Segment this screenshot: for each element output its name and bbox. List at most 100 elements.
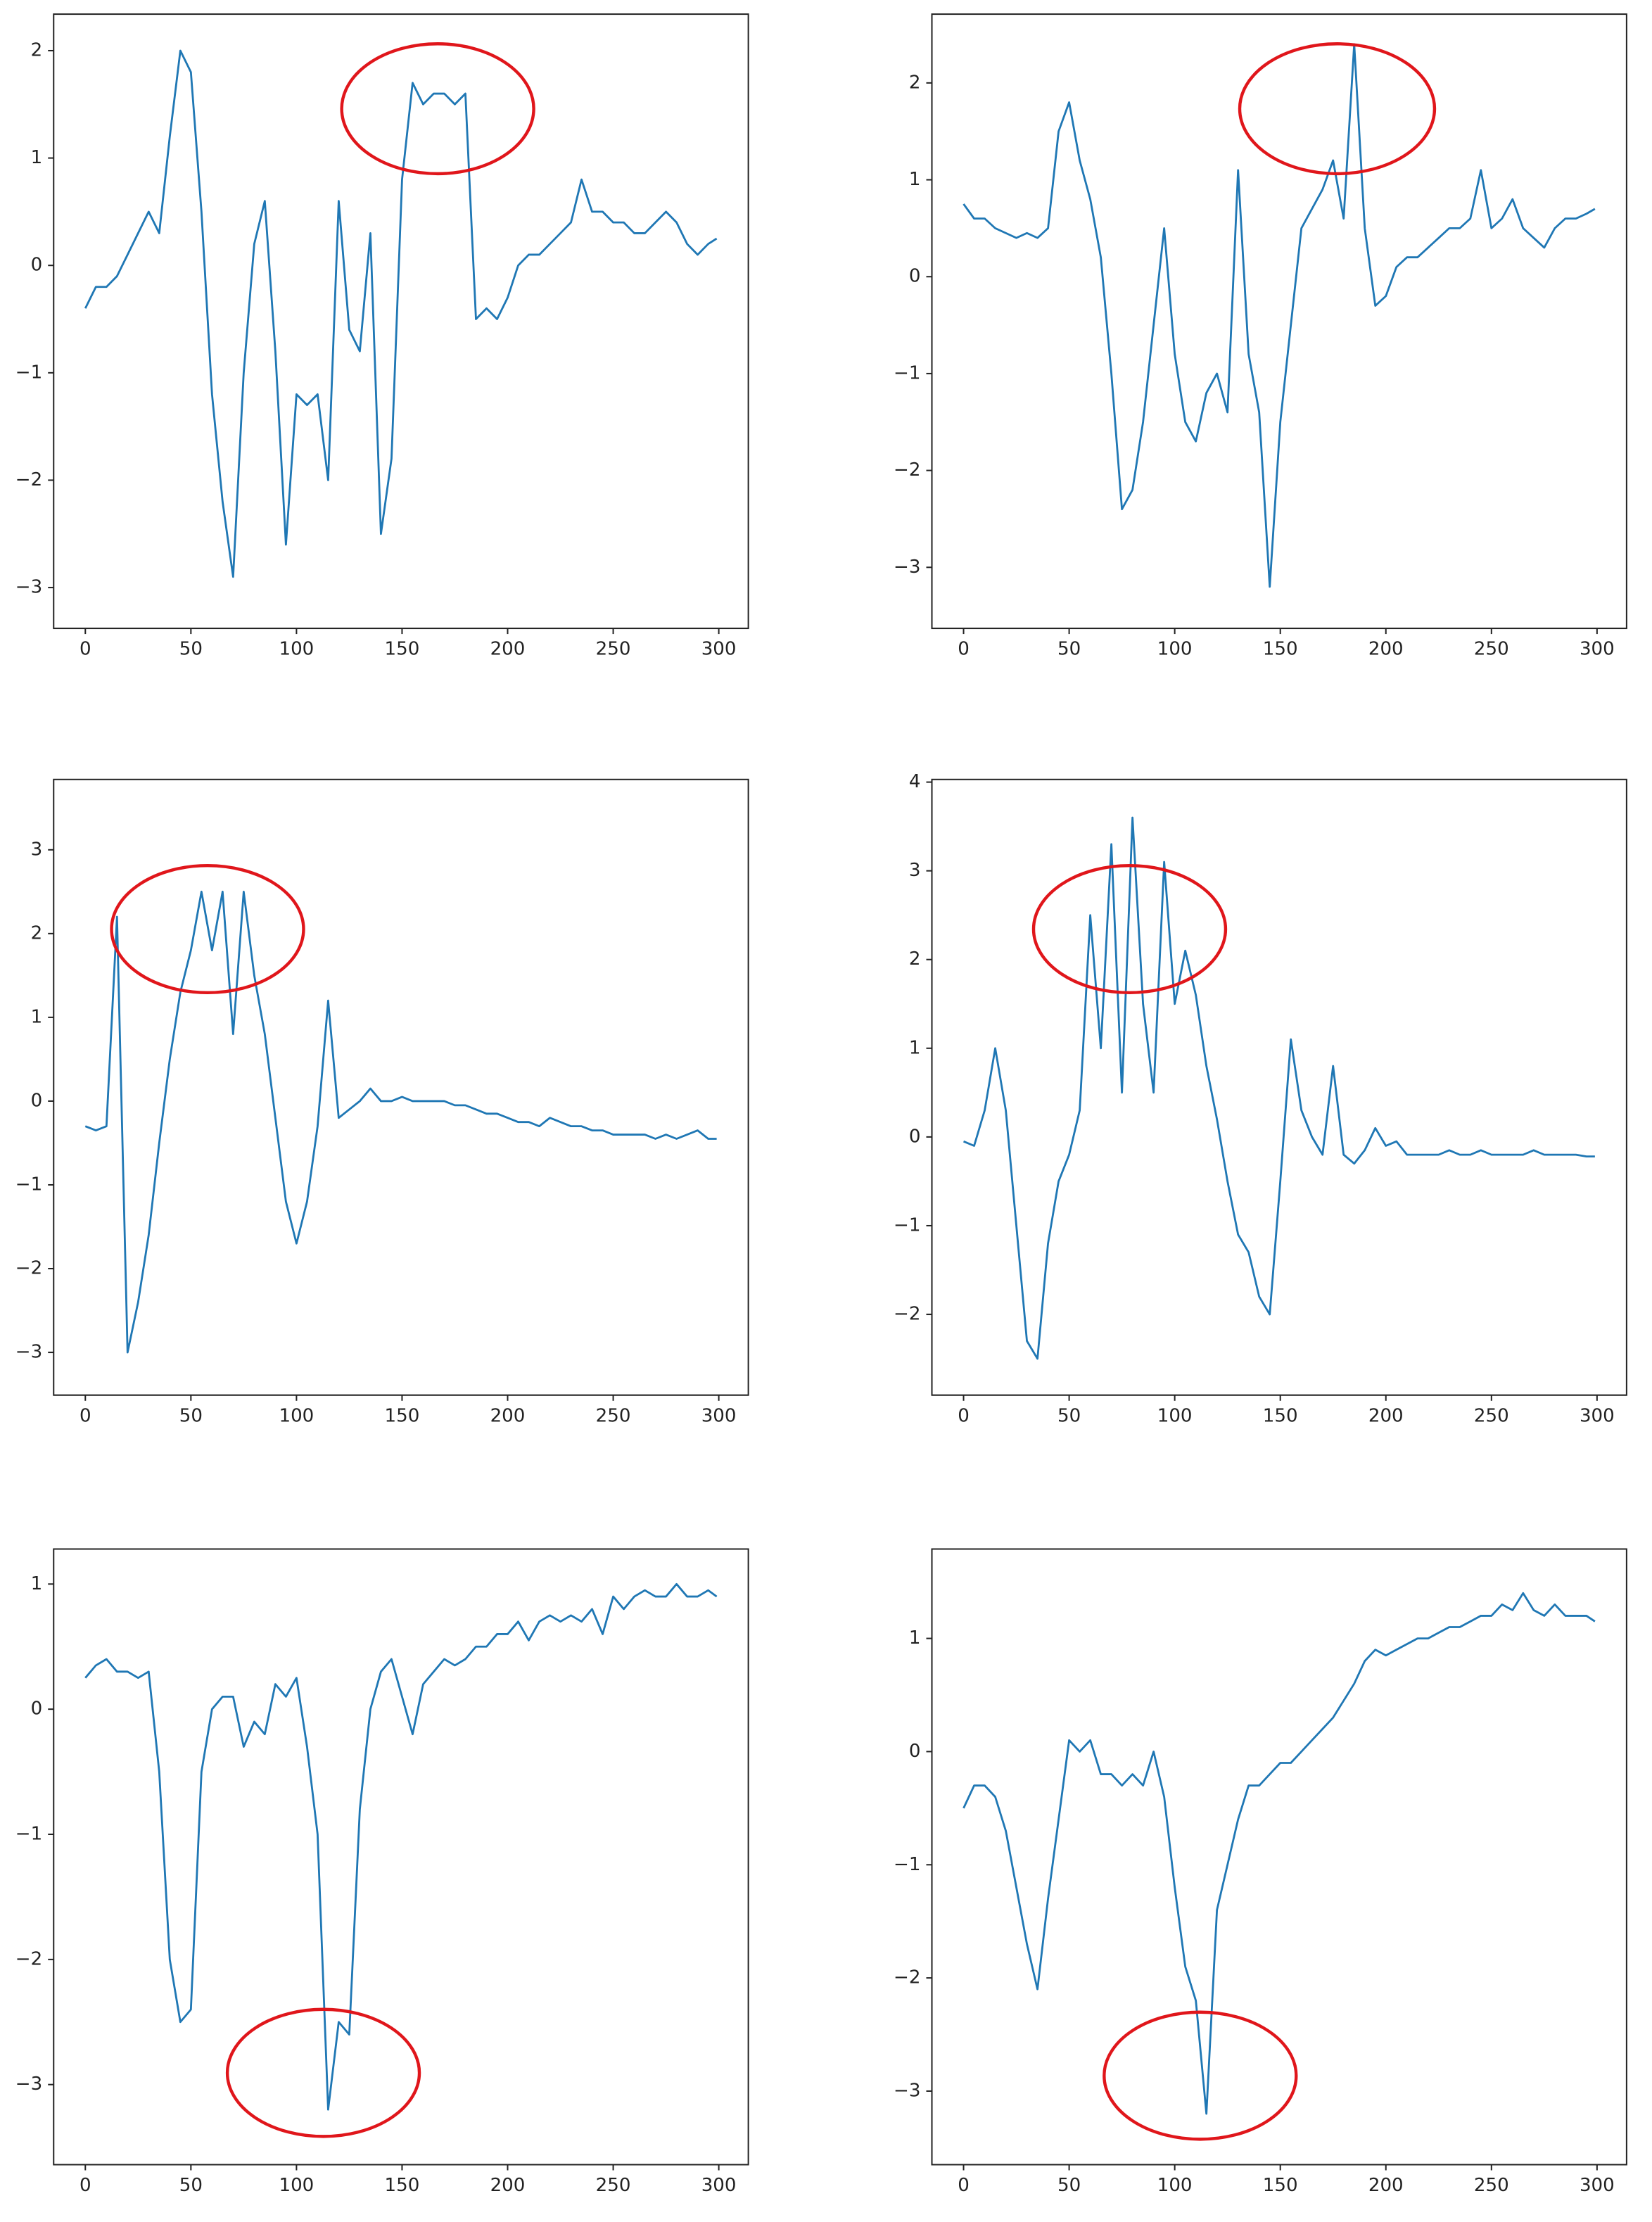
y-tick-label: 1	[31, 1573, 43, 1594]
highlight-ellipse	[1103, 2010, 1298, 2141]
data-line	[84, 1582, 718, 2111]
x-tick-label: 300	[1580, 639, 1615, 660]
y-tick-label: 2	[31, 39, 43, 61]
y-tick-label: −3	[15, 577, 42, 598]
y-tick-label: 4	[909, 771, 921, 792]
y-tick-label: −3	[15, 1342, 42, 1363]
y-tick-label: 1	[909, 1627, 921, 1649]
y-tick-label: −3	[15, 2074, 42, 2095]
y-tick-label: −1	[894, 362, 920, 383]
axes-frame	[931, 13, 1627, 630]
highlight-ellipse	[1238, 42, 1437, 176]
x-tick-label: 100	[1157, 1405, 1193, 1426]
x-tick-label: 0	[80, 2175, 91, 2196]
y-tick-label: −2	[894, 1967, 920, 1988]
y-tick-label: −1	[15, 1174, 42, 1195]
x-tick-label: 150	[1263, 1405, 1298, 1426]
highlight-ellipse	[110, 864, 305, 995]
x-tick-label: 200	[490, 1405, 526, 1426]
x-tick-label: 100	[1157, 2175, 1193, 2196]
axes-frame	[53, 778, 749, 1396]
y-tick-label: −2	[894, 459, 920, 481]
annotations	[110, 42, 1437, 2141]
plot-area	[962, 1592, 1596, 2115]
x-tick-label: 250	[596, 639, 631, 660]
y-tick-label: −1	[15, 1824, 42, 1845]
axes-frame	[53, 13, 749, 630]
x-tick-label: 200	[1368, 1405, 1404, 1426]
x-tick-label: 0	[958, 2175, 970, 2196]
x-tick-label: 250	[596, 2175, 631, 2196]
x-tick-label: 200	[1368, 2175, 1404, 2196]
x-tick-label: 200	[1368, 639, 1404, 660]
x-tick-label: 150	[385, 1405, 420, 1426]
data-line	[962, 1592, 1596, 2115]
y-tick-label: 0	[31, 1090, 43, 1111]
plot-area	[84, 49, 718, 578]
y-tick-label: −1	[894, 1214, 920, 1236]
x-tick-label: 150	[385, 639, 420, 660]
x-tick-label: 0	[80, 639, 91, 660]
plot-area	[962, 816, 1595, 1360]
data-line	[84, 890, 717, 1354]
plot-area	[962, 43, 1596, 588]
y-tick-label: 0	[31, 1699, 43, 1720]
data-line	[84, 49, 718, 578]
x-tick-label: 300	[1580, 1405, 1615, 1426]
data-line	[962, 43, 1596, 588]
x-tick-label: 200	[490, 2175, 526, 2196]
x-tick-label: 300	[701, 639, 737, 660]
y-tick-label: 2	[31, 922, 43, 944]
x-tick-label: 100	[1157, 639, 1193, 660]
x-tick-label: 100	[279, 639, 314, 660]
x-tick-label: 0	[80, 1405, 91, 1426]
x-tick-label: 250	[1474, 2175, 1509, 2196]
subplot: 0 50 100 150 200 250 300 −3 −2 −1 0 1	[15, 1548, 749, 2196]
x-tick-label: 150	[385, 2175, 420, 2196]
y-tick-label: −1	[15, 362, 42, 383]
y-tick-label: 1	[909, 1037, 921, 1058]
x-tick-label: 250	[1474, 639, 1509, 660]
y-tick-label: −2	[15, 469, 42, 490]
subplot: 0 50 100 150 200 250 300 −3 −2 −1 0 1 2	[15, 13, 749, 660]
y-tick-label: 0	[909, 1741, 921, 1762]
y-tick-label: 0	[31, 255, 43, 276]
x-tick-label: 50	[1057, 2175, 1081, 2196]
y-tick-label: −3	[894, 557, 920, 578]
axes-frame	[931, 1548, 1627, 2166]
y-tick-label: −1	[894, 1854, 920, 1875]
subplot: 0 50 100 150 200 250 300 −3 −2 −1 0 1 2 3	[15, 778, 749, 1426]
subplot: 0 50 100 150 200 250 300 −2 −1 0 1 2 3 4	[894, 771, 1627, 1426]
y-tick-label: −2	[15, 1948, 42, 1969]
subplot: 0 50 100 150 200 250 300 −3 −2 −1 0 1 2	[894, 13, 1627, 660]
x-tick-label: 50	[1057, 1405, 1081, 1426]
x-tick-label: 50	[179, 2175, 203, 2196]
y-tick-label: 2	[909, 72, 921, 93]
axes-frame	[931, 778, 1627, 1396]
x-tick-label: 300	[701, 2175, 737, 2196]
plot-area	[84, 1582, 718, 2111]
x-tick-label: 150	[1263, 2175, 1298, 2196]
highlight-ellipse	[340, 42, 535, 176]
y-tick-label: −2	[894, 1304, 920, 1325]
plot-area	[84, 890, 717, 1354]
x-tick-label: 250	[596, 1405, 631, 1426]
y-tick-label: −2	[15, 1258, 42, 1279]
y-tick-label: 0	[909, 266, 921, 287]
subplot: 0 50 100 150 200 250 300 −3 −2 −1 0 1	[894, 1548, 1627, 2196]
x-tick-label: 100	[279, 1405, 314, 1426]
x-tick-label: 50	[1057, 639, 1081, 660]
x-tick-label: 100	[279, 2175, 314, 2196]
y-tick-label: 1	[31, 147, 43, 168]
axes-frame	[53, 1548, 749, 2166]
y-tick-label: 0	[909, 1126, 921, 1147]
y-tick-label: 1	[909, 169, 921, 190]
x-tick-label: 0	[958, 1405, 970, 1426]
x-tick-label: 50	[179, 639, 203, 660]
y-tick-label: 3	[31, 839, 43, 860]
x-tick-label: 200	[490, 639, 526, 660]
y-tick-label: 3	[909, 860, 921, 881]
